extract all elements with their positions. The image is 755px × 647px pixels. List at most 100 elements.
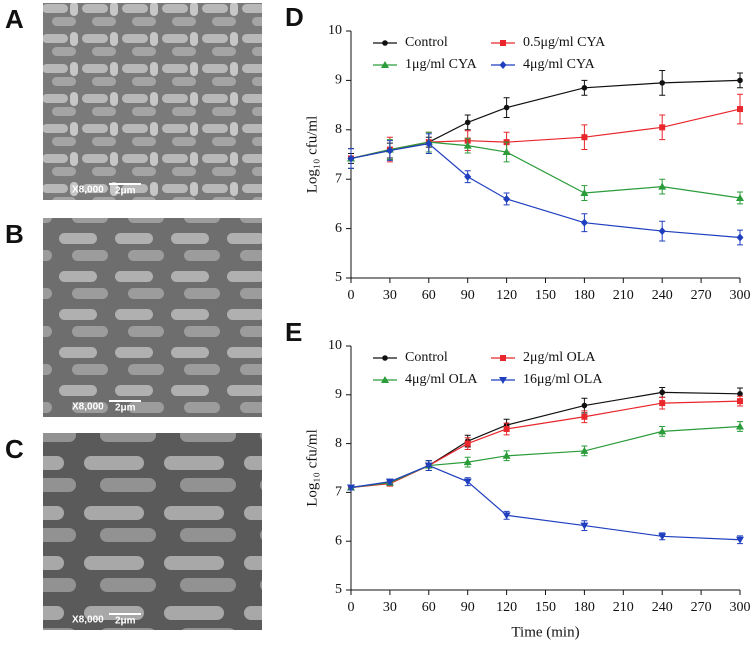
marker — [736, 233, 744, 242]
marker — [580, 446, 589, 454]
panel-label: D — [285, 2, 304, 32]
sem-image — [43, 3, 262, 200]
legend-marker — [499, 61, 507, 69]
y-tick-label: 9 — [335, 387, 342, 402]
x-tick-label: 60 — [422, 600, 436, 615]
marker — [737, 106, 743, 113]
x-tick-label: 270 — [691, 600, 712, 615]
legend-label: Control — [405, 35, 448, 50]
x-tick-label: 0 — [348, 600, 355, 615]
y-axis-label: Log₁₀ cfu/ml — [304, 429, 320, 507]
marker — [581, 134, 588, 141]
x-tick-label: 150 — [535, 288, 556, 303]
y-axis-label: Log₁₀ cfu/ml — [304, 116, 320, 194]
marker — [736, 422, 744, 430]
x-tick-label: 180 — [574, 288, 595, 303]
sem-image — [43, 218, 262, 417]
marker — [659, 400, 666, 407]
legend-label: Control — [405, 350, 448, 365]
marker — [503, 425, 510, 432]
marker — [736, 536, 744, 544]
x-tick-label: 0 — [348, 288, 355, 303]
legend-marker — [500, 40, 506, 46]
marker — [580, 189, 589, 197]
marker — [580, 218, 588, 227]
y-tick-label: 10 — [328, 23, 342, 38]
marker — [581, 85, 588, 91]
sem-panels: A X8,000 2μm B X8,000 2μm C X8,000 2μm — [5, 3, 262, 630]
x-tick-label: 30 — [383, 600, 397, 615]
scale-label: 2μm — [115, 616, 136, 627]
series-line — [350, 142, 741, 239]
x-tick-label: 60 — [422, 288, 436, 303]
y-tick-label: 7 — [335, 171, 342, 186]
magnification: X8,000 — [72, 615, 104, 626]
legend-label: 0.5μg/ml CYA — [523, 35, 606, 50]
marker — [580, 522, 589, 530]
series-line — [350, 400, 741, 489]
x-tick-label: 90 — [461, 600, 475, 615]
marker — [503, 194, 511, 203]
x-tick-label: 210 — [613, 288, 634, 303]
y-tick-label: 6 — [335, 533, 342, 548]
legend-label: 2μg/ml OLA — [523, 350, 596, 365]
y-tick-label: 5 — [335, 582, 342, 597]
legend-marker — [381, 61, 389, 68]
marker — [463, 141, 472, 149]
marker — [581, 413, 588, 420]
legend-label: 4μg/ml OLA — [405, 372, 478, 387]
sem-image — [43, 433, 262, 630]
x-tick-label: 300 — [730, 288, 751, 303]
series-line — [350, 141, 741, 199]
marker — [658, 427, 667, 435]
marker — [659, 80, 665, 86]
y-tick-label: 9 — [335, 73, 342, 88]
panel-label: E — [285, 317, 302, 347]
magnification: X8,000 — [72, 402, 104, 413]
y-tick-label: 10 — [328, 338, 342, 353]
marker — [736, 193, 744, 201]
marker — [581, 402, 588, 409]
x-tick-label: 30 — [383, 288, 397, 303]
marker — [386, 146, 394, 155]
marker — [463, 478, 472, 486]
marker — [464, 172, 472, 181]
marker — [658, 227, 666, 236]
scale-label: 2μm — [115, 403, 136, 414]
marker — [737, 398, 743, 405]
y-tick-label: 6 — [335, 221, 342, 236]
x-tick-label: 90 — [461, 288, 475, 303]
panel-label: A — [5, 4, 24, 34]
marker — [658, 533, 667, 541]
scale-label: 2μm — [115, 186, 136, 197]
legend-label: 1μg/ml CYA — [405, 57, 478, 72]
marker — [424, 462, 433, 470]
y-tick-label: 5 — [335, 270, 342, 285]
x-tick-label: 300 — [730, 600, 751, 615]
panel-label: B — [5, 219, 24, 249]
marker — [463, 458, 472, 466]
y-tick-label: 8 — [335, 122, 342, 137]
marker — [659, 389, 665, 396]
series-line — [350, 425, 741, 489]
y-tick-label: 7 — [335, 485, 342, 500]
legend-label: 16μg/ml OLA — [523, 372, 603, 387]
magnification: X8,000 — [72, 185, 104, 196]
x-tick-label: 240 — [652, 288, 673, 303]
marker — [464, 119, 471, 126]
x-tick-label: 120 — [496, 600, 517, 615]
legend-label: 4μg/ml CYA — [523, 57, 596, 72]
series-line — [350, 464, 741, 541]
x-axis-label: Time (min) — [511, 624, 579, 640]
marker — [658, 182, 667, 190]
marker — [737, 391, 743, 397]
series-line — [350, 108, 741, 160]
marker — [425, 139, 433, 148]
marker — [502, 451, 511, 459]
x-tick-label: 270 — [691, 288, 712, 303]
marker — [737, 77, 743, 84]
legend-marker — [500, 355, 506, 361]
marker — [502, 148, 511, 156]
